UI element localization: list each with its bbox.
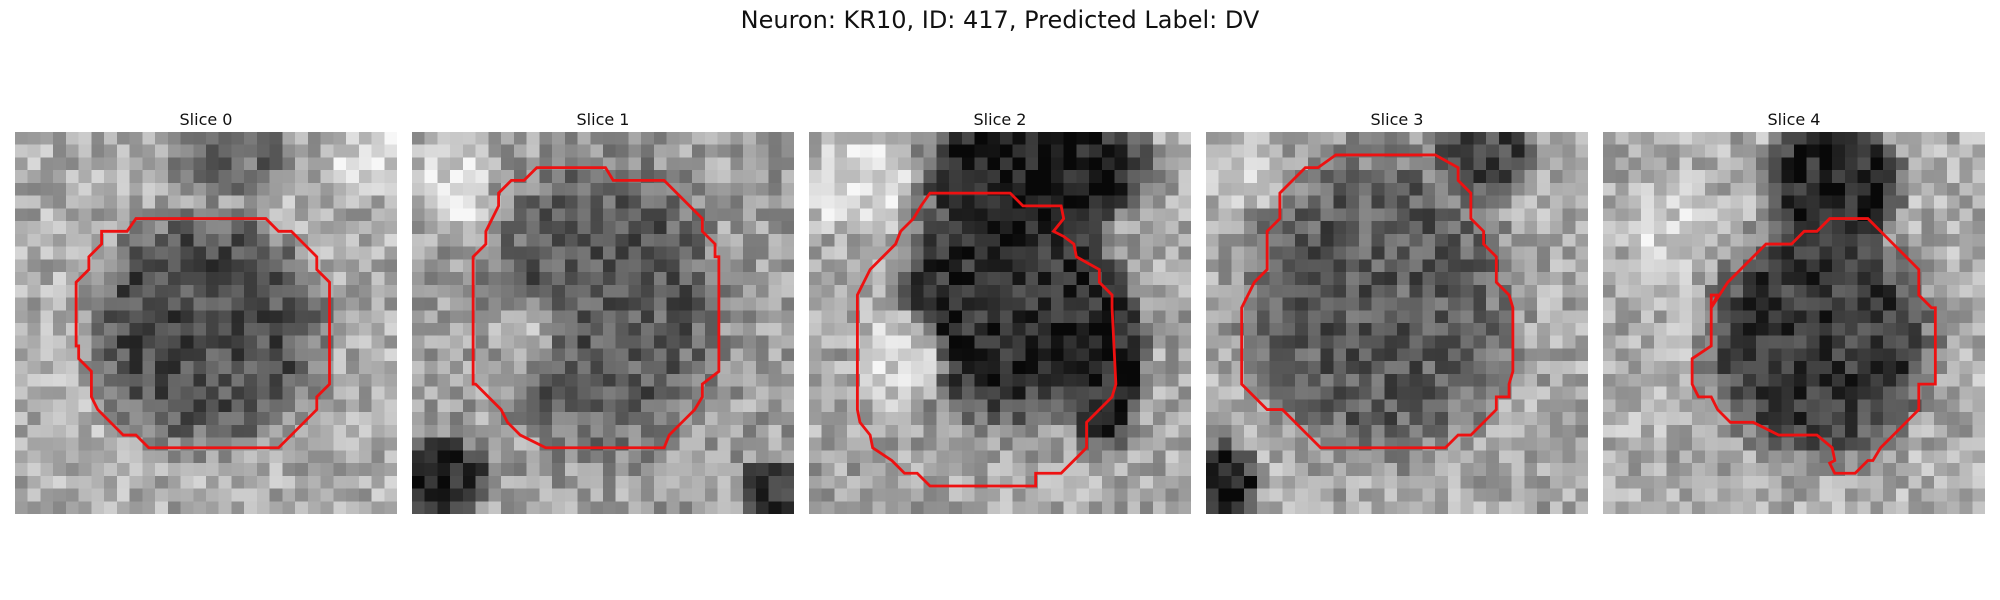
roi-contour xyxy=(74,217,331,450)
roi-contour xyxy=(855,191,1118,488)
slice-panel-4: Slice 4 xyxy=(1603,108,1985,514)
slice-panel-3: Slice 3 xyxy=(1206,108,1588,514)
slice-panel-1: Slice 1 xyxy=(412,108,794,514)
slice-image xyxy=(15,132,397,514)
slice-panel-2: Slice 2 xyxy=(809,108,1191,514)
roi-contour xyxy=(1240,153,1515,450)
slice-title: Slice 4 xyxy=(1767,110,1821,129)
slice-image xyxy=(412,132,794,514)
microscopy-pixels xyxy=(412,132,794,514)
slice-image xyxy=(1206,132,1588,514)
microscopy-pixels xyxy=(1603,132,1985,514)
figure-title: Neuron: KR10, ID: 417, Predicted Label: … xyxy=(740,6,1260,34)
slice-image xyxy=(809,132,1191,514)
microscopy-pixels xyxy=(1206,132,1588,514)
roi-contour xyxy=(1690,217,1937,475)
roi-contour xyxy=(471,166,721,450)
slice-title: Slice 0 xyxy=(179,110,233,129)
slice-image xyxy=(1603,132,1985,514)
microscopy-pixels xyxy=(809,132,1191,514)
slice-title: Slice 2 xyxy=(973,110,1027,129)
slice-panel-0: Slice 0 xyxy=(15,108,397,514)
slice-title: Slice 1 xyxy=(576,110,630,129)
slice-title: Slice 3 xyxy=(1370,110,1424,129)
microscopy-pixels xyxy=(15,132,397,514)
